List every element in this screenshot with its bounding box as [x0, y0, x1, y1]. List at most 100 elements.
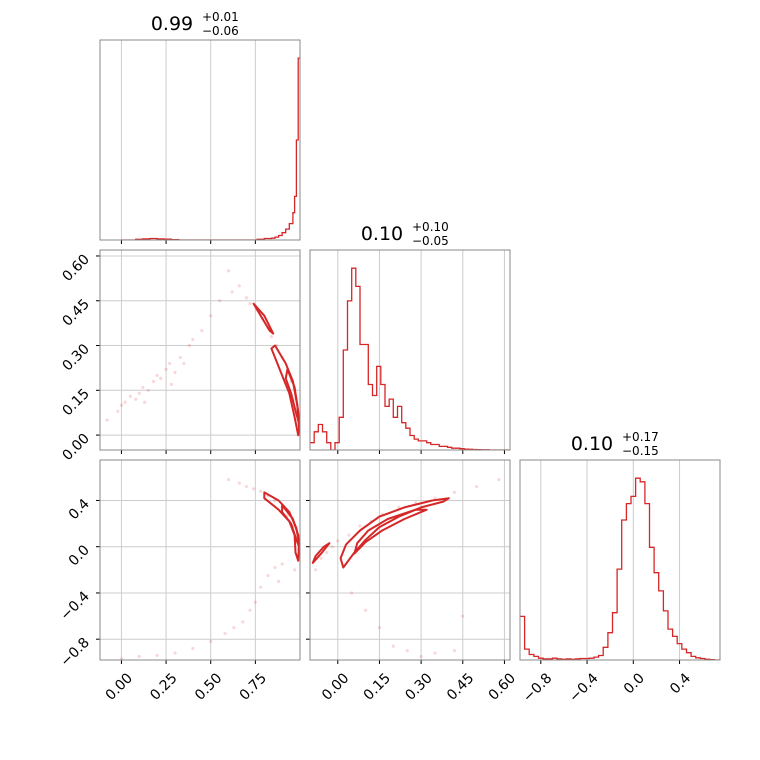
scatter-point: [200, 328, 204, 333]
scatter-point: [269, 334, 274, 339]
scatter-point: [134, 397, 138, 401]
panel-marks: [310, 267, 510, 450]
panel-title-value: 0.99: [151, 13, 193, 35]
scatter-point: [259, 489, 263, 493]
x-tick-label: 0.45: [444, 670, 477, 703]
scatter-point: [475, 484, 479, 489]
scatter-point: [226, 269, 231, 273]
scatter-point: [253, 600, 257, 604]
scatter-point: [230, 290, 234, 294]
scatter-point: [137, 654, 141, 659]
scatter-point: [347, 533, 351, 537]
scatter-point: [350, 591, 354, 595]
scatter-point: [119, 403, 124, 407]
panel-marks: [311, 478, 501, 659]
scatter-point: [173, 651, 177, 655]
scatter-point: [497, 478, 501, 482]
scatter-point: [191, 337, 195, 342]
scatter-point: [241, 620, 245, 624]
x-tick-label: 0.0: [621, 670, 648, 697]
scatter-point: [248, 302, 252, 306]
scatter-point: [319, 556, 323, 560]
scatter-point: [273, 565, 277, 570]
scatter-point: [244, 484, 249, 489]
panel-frame: [519, 459, 721, 661]
scatter-point: [159, 376, 163, 380]
scatter-point: [119, 657, 124, 660]
panel-hist-2: 0.10 +0.17−0.15: [519, 430, 721, 664]
contour-line: [339, 497, 450, 569]
panel-frame: [99, 459, 301, 661]
x-tick-label: 0.25: [147, 670, 180, 703]
panel-title-plus: +0.17: [622, 430, 659, 444]
panel-marks: [520, 477, 720, 660]
y-tick-label: −0.8: [57, 635, 92, 670]
scatter-point: [461, 614, 465, 618]
scatter-point: [164, 367, 168, 372]
x-tick-label: −0.8: [520, 670, 555, 705]
scatter-point: [358, 524, 362, 528]
scatter-point: [237, 481, 241, 485]
scatter-point: [232, 626, 236, 630]
contour-line: [281, 504, 300, 548]
panel-scatter-2-1: [306, 459, 511, 664]
scatter-point: [325, 550, 329, 555]
x-tick-label: 0.75: [237, 670, 270, 703]
scatter-point: [128, 394, 132, 398]
histogram-step-line: [520, 477, 720, 660]
panel-hist-0: 0.99 +0.01−0.06: [99, 10, 301, 244]
scatter-point: [251, 487, 256, 491]
panel-hist-1: 0.10 +0.10−0.05: [309, 220, 511, 454]
y-tick-label: 0.0: [66, 542, 93, 569]
x-tick-label: 0.4: [667, 670, 694, 697]
scatter-point: [187, 343, 191, 348]
x-tick-label: −0.4: [566, 670, 601, 705]
scatter-point: [336, 539, 340, 543]
panel-frame: [99, 249, 301, 451]
contour-line: [284, 368, 300, 425]
contour-line: [311, 542, 331, 564]
scatter-point: [391, 644, 395, 648]
panel-title-plus: +0.01: [202, 10, 239, 24]
scatter-point: [123, 400, 127, 404]
scatter-point: [218, 299, 222, 303]
scatter-point: [178, 355, 182, 360]
y-tick-label: 0.00: [59, 431, 92, 464]
scatter-point: [137, 391, 141, 395]
y-tick-label: 0.30: [59, 341, 92, 374]
scatter-point: [155, 373, 159, 377]
scatter-point: [168, 361, 172, 366]
x-tick-label: 0.00: [103, 670, 136, 703]
scatter-point: [433, 651, 437, 655]
scatter-point: [280, 562, 284, 566]
scatter-point: [155, 653, 159, 657]
scatter-point: [169, 382, 174, 386]
scatter-point: [182, 361, 186, 366]
panel-marks: [121, 57, 300, 240]
panel-marks: [105, 269, 300, 437]
y-tick-label: 0.60: [59, 251, 92, 284]
scatter-point: [237, 284, 241, 288]
scatter-point: [209, 639, 213, 644]
x-tick-label: 0.30: [402, 670, 435, 703]
contour-line: [252, 302, 275, 335]
panel-scatter-2-0: [96, 459, 301, 664]
scatter-point: [363, 608, 368, 612]
scatter-point: [248, 608, 252, 612]
x-tick-label: 0.00: [319, 670, 352, 703]
histogram-step-line: [310, 267, 510, 450]
y-tick-label: −0.4: [57, 588, 92, 623]
scatter-point: [259, 585, 263, 589]
scatter-point: [105, 418, 109, 422]
scatter-point: [419, 654, 423, 659]
scatter-point: [209, 314, 213, 318]
panel-title-minus: −0.15: [622, 444, 659, 458]
x-tick-label: 0.60: [486, 670, 519, 703]
scatter-point: [173, 370, 177, 374]
panel-title-minus: −0.05: [412, 234, 449, 248]
scatter-point: [452, 490, 457, 494]
panel-frame: [309, 459, 511, 661]
scatter-point: [377, 626, 382, 630]
scatter-point: [330, 545, 334, 549]
